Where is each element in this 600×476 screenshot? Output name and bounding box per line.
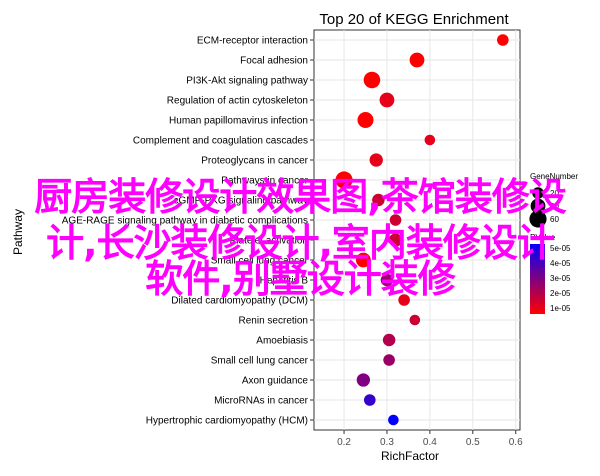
- x-tick-label: 0.3: [380, 437, 394, 448]
- pvalue-colorbar: [530, 244, 545, 314]
- data-point: [382, 333, 396, 347]
- data-point: [357, 111, 374, 129]
- plot-border: [313, 29, 521, 431]
- colorbar-tick-label: 3e-05: [550, 274, 571, 283]
- data-point: [398, 294, 410, 306]
- data-point: [380, 273, 394, 287]
- y-tick-label: Axon guidance: [242, 376, 309, 387]
- x-tick-label: 0.5: [466, 437, 480, 448]
- plot-panel: [313, 29, 521, 431]
- y-tick-label: Proteoglycans in cancer: [201, 156, 308, 167]
- overlay-text-line-2: 计,长沙装修设计,室内装修设计: [46, 221, 555, 265]
- y-tick-label: Amoebiasis: [256, 336, 308, 347]
- x-axis-label: RichFactor: [381, 449, 439, 463]
- y-tick-label: Small cell lung cancer: [211, 356, 309, 367]
- y-tick-label: ECM-receptor interaction: [197, 36, 308, 47]
- data-point: [383, 354, 395, 366]
- colorbar-tick-label: 2e-05: [550, 289, 571, 298]
- y-tick-label: Renin secretion: [239, 316, 308, 327]
- y-tick-label: Platelet activation: [230, 236, 308, 247]
- overlay-text-line-1: 厨房装修设计效果图,茶馆装修设: [34, 175, 566, 219]
- y-tick-label: PI3K-Akt signaling pathway: [186, 76, 308, 87]
- y-tick-label: Hypertrophic cardiomyopathy (HCM): [146, 416, 308, 427]
- data-point: [379, 92, 395, 108]
- y-tick-label: Regulation of actin cytoskeleton: [167, 96, 308, 107]
- y-tick-labels: ECM-receptor interaction Focal adhesion PI…: [62, 36, 314, 427]
- x-tick-label: 0.2: [337, 437, 351, 448]
- data-point: [389, 214, 402, 226]
- data-point: [372, 193, 385, 207]
- size-legend-label: 60: [550, 215, 559, 224]
- pvalue-legend-title: PValue: [530, 233, 556, 242]
- overlay-text-line-3: 软件,别墅设计装修: [145, 257, 455, 301]
- x-tick-label: 0.6: [509, 437, 523, 448]
- data-point: [335, 171, 353, 189]
- data-point: [363, 394, 376, 406]
- colorbar-tick-label: 5e-05: [550, 244, 571, 253]
- pvalue-legend: PValue 5e-05 4e-05 3e-05 2e-05 1e-05: [530, 233, 571, 314]
- data-point: [388, 233, 403, 247]
- size-legend-label: 40: [550, 202, 559, 211]
- data-points: [335, 34, 509, 426]
- y-tick-label: Human papillomavirus infection: [169, 116, 308, 127]
- y-tick-label: Focal adhesion: [240, 56, 308, 67]
- colorbar-tick-label: 4e-05: [550, 259, 571, 268]
- x-tick-labels: 0.2 0.3 0.4 0.5 0.6: [337, 430, 523, 448]
- chart-title: Top 20 of KEGG Enrichment: [319, 11, 509, 28]
- size-legend-dot: [532, 187, 544, 199]
- data-point: [424, 134, 436, 146]
- data-point: [356, 373, 371, 387]
- colorbar-tick-label: 1e-05: [550, 304, 571, 313]
- size-legend-dot: [530, 198, 546, 214]
- size-legend-label: 20: [550, 189, 559, 198]
- size-legend-dot: [529, 210, 547, 228]
- y-tick-label: Hepatitis B: [260, 276, 309, 287]
- data-point: [409, 52, 425, 68]
- y-axis-label: Pathway: [11, 209, 25, 255]
- y-tick-label: Dilated cardiomyopathy (DCM): [171, 296, 308, 307]
- data-point: [388, 414, 399, 426]
- y-tick-label: Small cell lung cancer: [211, 256, 309, 267]
- y-tick-label: MicroRNAs in cancer: [214, 396, 309, 407]
- data-point: [355, 252, 371, 268]
- data-point: [497, 34, 509, 46]
- y-tick-label: Pathways in cancer: [221, 176, 308, 187]
- y-tick-label: Complement and coagulation cascades: [133, 136, 308, 147]
- y-tick-label: cGMP-PKG signaling pathway: [173, 196, 308, 207]
- data-point: [369, 153, 383, 167]
- gene-number-legend: GeneNumber 20 40 60: [529, 172, 578, 228]
- x-tick-label: 0.4: [423, 437, 437, 448]
- data-point: [409, 314, 421, 326]
- data-point: [363, 71, 381, 89]
- gene-number-legend-title: GeneNumber: [530, 172, 578, 181]
- y-tick-label: AGE-RAGE signaling pathway in diabetic c…: [62, 216, 308, 227]
